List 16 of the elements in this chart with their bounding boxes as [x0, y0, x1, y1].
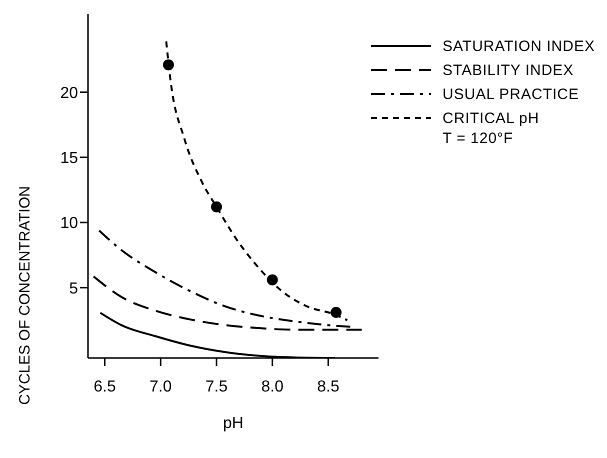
text: T = 120°F: [442, 130, 514, 149]
legend-label: STABILITY INDEX: [442, 62, 574, 78]
x-tick-label: 7.0: [150, 378, 172, 396]
y-tick-label: 15: [60, 150, 78, 168]
x-tick-label: 7.5: [205, 378, 228, 396]
legend-label: SATURATION INDEX: [442, 38, 595, 54]
x-axis-title: pH: [223, 415, 244, 432]
legend-label: USUAL PRACTICE: [442, 86, 580, 102]
x-tick-label: 8.0: [261, 378, 284, 396]
y-tick-label: 5: [69, 280, 78, 298]
x-tick-label: 8.5: [317, 378, 340, 396]
y-axis-title: CYCLES OF CONCENTRATION: [16, 186, 34, 405]
y-tick-label: 20: [60, 84, 78, 102]
legend-label: CRITICAL pH: [442, 110, 540, 126]
x-tick-label: 6.5: [94, 378, 116, 396]
y-tick-label: 10: [60, 215, 78, 232]
